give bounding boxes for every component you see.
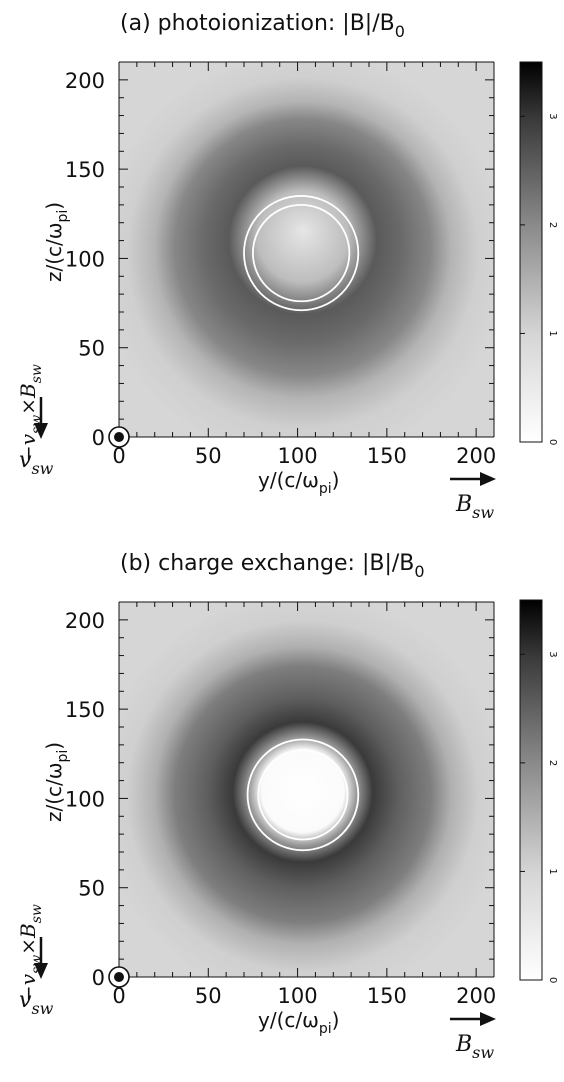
right-arrow-head — [480, 472, 496, 486]
panel-b: (b) charge exchange: |B|/B00 50 100 150 2000… — [16, 551, 558, 1062]
down-arrow-head — [34, 963, 48, 979]
bsw-label: Bsw — [455, 1032, 494, 1062]
x-tick-label: 150 — [367, 984, 407, 1008]
y-tick-label: 0 — [92, 966, 105, 990]
down-arrow-head — [34, 423, 48, 439]
colorbar-tick-label: 0 — [547, 977, 558, 983]
y-axis-label: z/(c/ωpi) — [42, 202, 71, 282]
chart-title: (a) photoionization: |B|/B0 — [120, 11, 405, 41]
colorbar-tick-label: 0 — [547, 439, 558, 445]
x-tick-label: 50 — [195, 444, 222, 468]
out-of-page-dot — [114, 972, 124, 982]
colorbar-tick-label: 1 — [547, 330, 558, 336]
x-axis-label: y/(c/ωpi) — [258, 468, 339, 497]
out-of-page-dot — [114, 432, 124, 442]
bsw-label: Bsw — [455, 492, 494, 522]
colorbar-tick-label: 3 — [547, 651, 558, 657]
colorbar-tick-label: 1 — [547, 868, 558, 874]
inner-circle — [257, 749, 349, 841]
heatmap-field — [119, 62, 494, 437]
colorbar — [519, 599, 543, 981]
x-axis-label: y/(c/ωpi) — [258, 1008, 339, 1037]
colorbar — [519, 61, 543, 443]
heatmap-field — [119, 602, 494, 977]
colorbar-tick-label: 2 — [547, 222, 558, 228]
x-tick-label: 150 — [367, 444, 407, 468]
x-tick-label: 0 — [112, 444, 125, 468]
y-tick-label: 50 — [78, 877, 105, 901]
y-tick-label: 200 — [65, 69, 105, 93]
y-tick-label: 100 — [65, 787, 105, 811]
y-tick-label: 100 — [65, 247, 105, 271]
y-tick-label: 150 — [65, 158, 105, 182]
inner-circle — [252, 203, 351, 303]
chart-title: (b) charge exchange: |B|/B0 — [120, 551, 425, 581]
x-tick-label: 50 — [195, 984, 222, 1008]
x-tick-label: 100 — [278, 444, 318, 468]
y-tick-label: 200 — [65, 609, 105, 633]
vsw-label: vsw — [19, 988, 54, 1018]
y-tick-label: 150 — [65, 698, 105, 722]
x-tick-label: 0 — [112, 984, 125, 1008]
y-tick-label: 0 — [92, 426, 105, 450]
right-arrow-head — [480, 1012, 496, 1026]
panel-a: (a) photoionization: |B|/B00 50 100 150 2000… — [16, 11, 558, 522]
y-axis-label: z/(c/ωpi) — [42, 742, 71, 822]
colorbar-tick-label: 3 — [547, 113, 558, 119]
outer-circle — [243, 195, 360, 312]
x-tick-label: 100 — [278, 984, 318, 1008]
x-tick-label: 200 — [456, 984, 496, 1008]
outer-circle — [246, 738, 360, 852]
y-tick-label: 50 — [78, 337, 105, 361]
x-tick-label: 200 — [456, 444, 496, 468]
vsw-label: vsw — [19, 448, 54, 478]
colorbar-tick-label: 2 — [547, 760, 558, 766]
